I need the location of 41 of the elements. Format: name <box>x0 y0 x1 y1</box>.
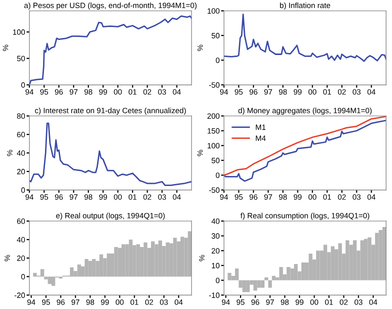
bar <box>246 280 250 292</box>
bar <box>48 276 52 284</box>
bar <box>286 266 290 280</box>
bar <box>70 267 74 277</box>
bar <box>346 240 350 280</box>
bar <box>33 272 37 277</box>
bar <box>301 262 306 280</box>
line-series <box>29 122 192 186</box>
line-series <box>224 14 386 62</box>
bar <box>272 276 276 280</box>
bar <box>99 254 104 277</box>
bar <box>52 276 56 286</box>
bar <box>228 272 232 280</box>
bar <box>140 246 144 277</box>
bar <box>330 246 335 280</box>
bar <box>308 254 312 280</box>
bar <box>40 269 44 277</box>
bar <box>88 260 92 277</box>
bar <box>323 244 328 280</box>
bar <box>77 264 81 277</box>
bar <box>118 248 122 277</box>
line-series <box>224 120 386 182</box>
bar <box>242 280 246 292</box>
bar <box>338 243 342 280</box>
bar <box>128 240 133 277</box>
bar <box>294 264 298 280</box>
bar <box>180 236 184 277</box>
bar <box>279 266 283 280</box>
bar <box>158 240 162 277</box>
bar <box>316 250 320 280</box>
bar <box>238 280 242 288</box>
bar <box>375 232 379 280</box>
bar <box>84 259 88 277</box>
bar <box>264 277 268 280</box>
bar <box>235 268 239 280</box>
bar <box>360 240 364 280</box>
bar <box>253 280 258 291</box>
bar <box>352 240 357 280</box>
bar <box>260 280 265 288</box>
bar <box>382 226 386 280</box>
bar <box>268 280 272 288</box>
